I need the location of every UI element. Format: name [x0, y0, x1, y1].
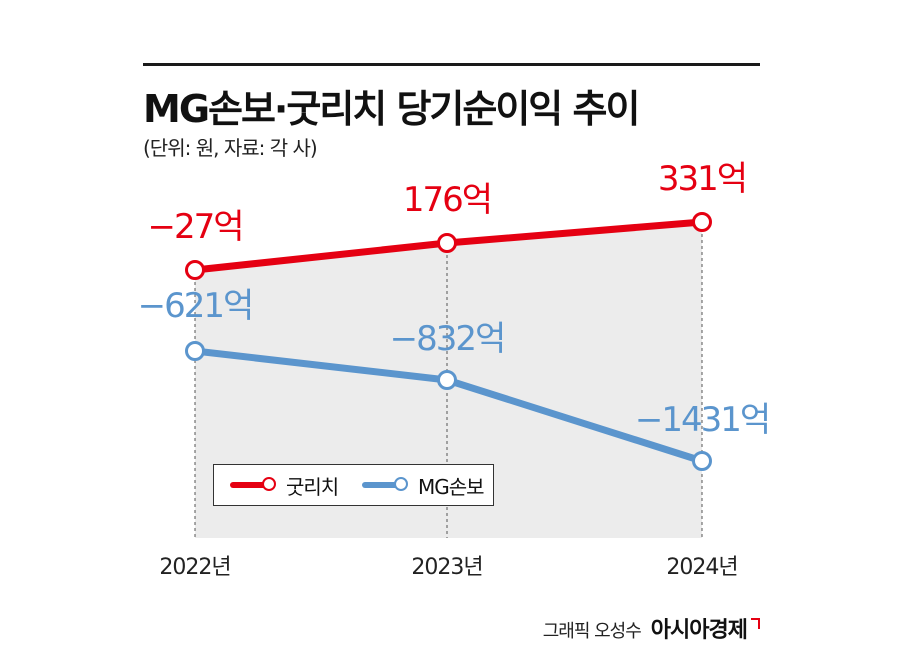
data-label: −832억 [390, 319, 505, 359]
data-point [437, 233, 457, 253]
data-label: 331억 [658, 159, 746, 199]
chart-title: MG손보·굿리치 당기순이익 추이 [143, 87, 640, 131]
data-label: 176억 [403, 180, 491, 220]
legend-swatch-mg [362, 477, 408, 491]
legend-swatch-goodrich [230, 477, 276, 491]
chart-subtitle: (단위: 원, 자료: 각 사) [143, 136, 318, 160]
chart-legend: 굿리치 MG손보 [213, 464, 494, 506]
data-point [437, 370, 457, 390]
x-tick-label: 2022년 [159, 555, 230, 580]
legend-label-mg: MG손보 [418, 474, 485, 499]
data-point [692, 451, 712, 471]
data-label: −621억 [138, 286, 253, 326]
data-point [185, 341, 205, 361]
legend-item-mg: MG손보 [362, 465, 485, 505]
legend-marker-goodrich [262, 477, 276, 491]
brand-mark-icon [751, 618, 760, 629]
legend-item-goodrich: 굿리치 [230, 465, 339, 505]
credit-text: 그래픽 오성수 [542, 621, 642, 642]
legend-marker-mg [394, 477, 408, 491]
x-tick-label: 2024년 [666, 555, 737, 580]
data-point [185, 260, 205, 280]
data-point [692, 212, 712, 232]
data-label: −1431억 [635, 400, 769, 440]
credit-line: 그래픽 오성수 아시아경제 [543, 612, 760, 644]
top-rule [143, 63, 760, 66]
x-tick-label: 2023년 [411, 555, 482, 580]
data-label: −27억 [147, 207, 242, 247]
brand-name: 아시아경제 [650, 618, 748, 643]
legend-label-goodrich: 굿리치 [286, 474, 339, 499]
